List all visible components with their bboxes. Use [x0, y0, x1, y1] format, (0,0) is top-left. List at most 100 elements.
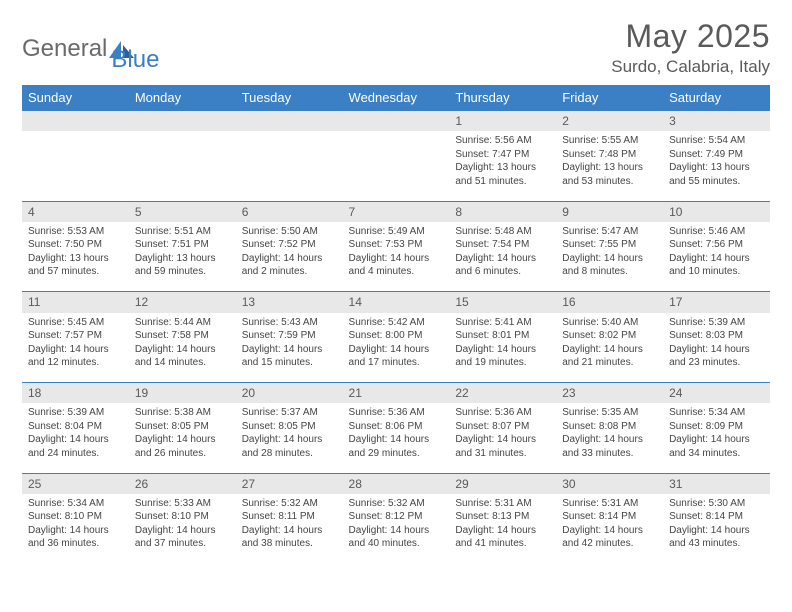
day-cell: Sunrise: 5:38 AMSunset: 8:05 PMDaylight:…	[129, 403, 236, 473]
sunrise-line: Sunrise: 5:32 AM	[242, 497, 337, 511]
sunrise-line: Sunrise: 5:32 AM	[349, 497, 444, 511]
day-cell	[343, 131, 450, 201]
sunset-line: Sunset: 8:00 PM	[349, 329, 444, 343]
sunrise-line: Sunrise: 5:39 AM	[669, 316, 764, 330]
brand-logo: General Blue	[22, 18, 159, 74]
day-number-cell: 17	[663, 292, 770, 313]
day-cell: Sunrise: 5:40 AMSunset: 8:02 PMDaylight:…	[556, 313, 663, 383]
sunrise-line: Sunrise: 5:36 AM	[349, 406, 444, 420]
sunrise-line: Sunrise: 5:42 AM	[349, 316, 444, 330]
day-number-cell: 31	[663, 473, 770, 494]
sunset-line: Sunset: 7:58 PM	[135, 329, 230, 343]
day-cell: Sunrise: 5:44 AMSunset: 7:58 PMDaylight:…	[129, 313, 236, 383]
day-content-row: Sunrise: 5:45 AMSunset: 7:57 PMDaylight:…	[22, 313, 770, 383]
day-number-cell: 19	[129, 383, 236, 404]
daylight-line: Daylight: 14 hours and 10 minutes.	[669, 252, 764, 279]
daylight-line: Daylight: 14 hours and 28 minutes.	[242, 433, 337, 460]
sunrise-line: Sunrise: 5:46 AM	[669, 225, 764, 239]
day-number-cell: 14	[343, 292, 450, 313]
day-cell	[22, 131, 129, 201]
day-number-cell: 11	[22, 292, 129, 313]
day-number-cell: 5	[129, 201, 236, 222]
sunset-line: Sunset: 7:53 PM	[349, 238, 444, 252]
day-cell: Sunrise: 5:30 AMSunset: 8:14 PMDaylight:…	[663, 494, 770, 564]
day-cell: Sunrise: 5:43 AMSunset: 7:59 PMDaylight:…	[236, 313, 343, 383]
sunset-line: Sunset: 8:14 PM	[562, 510, 657, 524]
daylight-line: Daylight: 14 hours and 2 minutes.	[242, 252, 337, 279]
sunrise-line: Sunrise: 5:45 AM	[28, 316, 123, 330]
sunset-line: Sunset: 8:14 PM	[669, 510, 764, 524]
daynum-row: 25262728293031	[22, 473, 770, 494]
sunset-line: Sunset: 8:05 PM	[135, 420, 230, 434]
day-number-cell: 3	[663, 111, 770, 132]
brand-part1: General	[22, 35, 107, 63]
day-number-cell: 29	[449, 473, 556, 494]
calendar-table: Sunday Monday Tuesday Wednesday Thursday…	[22, 85, 770, 564]
day-cell: Sunrise: 5:55 AMSunset: 7:48 PMDaylight:…	[556, 131, 663, 201]
daylight-line: Daylight: 13 hours and 55 minutes.	[669, 161, 764, 188]
day-cell: Sunrise: 5:48 AMSunset: 7:54 PMDaylight:…	[449, 222, 556, 292]
day-number-cell: 12	[129, 292, 236, 313]
day-cell: Sunrise: 5:36 AMSunset: 8:06 PMDaylight:…	[343, 403, 450, 473]
daylight-line: Daylight: 14 hours and 4 minutes.	[349, 252, 444, 279]
day-number-cell: 2	[556, 111, 663, 132]
location-label: Surdo, Calabria, Italy	[611, 57, 770, 77]
day-number-cell: 1	[449, 111, 556, 132]
title-block: May 2025 Surdo, Calabria, Italy	[611, 18, 770, 77]
day-number-cell: 9	[556, 201, 663, 222]
sunrise-line: Sunrise: 5:43 AM	[242, 316, 337, 330]
daylight-line: Daylight: 14 hours and 15 minutes.	[242, 343, 337, 370]
daylight-line: Daylight: 14 hours and 19 minutes.	[455, 343, 550, 370]
day-content-row: Sunrise: 5:39 AMSunset: 8:04 PMDaylight:…	[22, 403, 770, 473]
sunrise-line: Sunrise: 5:51 AM	[135, 225, 230, 239]
day-number-cell: 22	[449, 383, 556, 404]
sunset-line: Sunset: 8:13 PM	[455, 510, 550, 524]
day-number-cell: 16	[556, 292, 663, 313]
daylight-line: Daylight: 14 hours and 14 minutes.	[135, 343, 230, 370]
sunset-line: Sunset: 7:55 PM	[562, 238, 657, 252]
daynum-row: 45678910	[22, 201, 770, 222]
daylight-line: Daylight: 13 hours and 57 minutes.	[28, 252, 123, 279]
day-cell: Sunrise: 5:50 AMSunset: 7:52 PMDaylight:…	[236, 222, 343, 292]
day-number-cell: 7	[343, 201, 450, 222]
sunset-line: Sunset: 7:59 PM	[242, 329, 337, 343]
day-number-cell: 27	[236, 473, 343, 494]
daylight-line: Daylight: 14 hours and 31 minutes.	[455, 433, 550, 460]
sunrise-line: Sunrise: 5:47 AM	[562, 225, 657, 239]
day-number-cell: 4	[22, 201, 129, 222]
sunrise-line: Sunrise: 5:30 AM	[669, 497, 764, 511]
sunrise-line: Sunrise: 5:44 AM	[135, 316, 230, 330]
weekday-header: Wednesday	[343, 85, 450, 111]
day-cell: Sunrise: 5:31 AMSunset: 8:14 PMDaylight:…	[556, 494, 663, 564]
day-cell: Sunrise: 5:39 AMSunset: 8:04 PMDaylight:…	[22, 403, 129, 473]
daynum-row: 11121314151617	[22, 292, 770, 313]
day-cell: Sunrise: 5:37 AMSunset: 8:05 PMDaylight:…	[236, 403, 343, 473]
daylight-line: Daylight: 14 hours and 12 minutes.	[28, 343, 123, 370]
daynum-row: 123	[22, 111, 770, 132]
day-content-row: Sunrise: 5:56 AMSunset: 7:47 PMDaylight:…	[22, 131, 770, 201]
day-cell: Sunrise: 5:36 AMSunset: 8:07 PMDaylight:…	[449, 403, 556, 473]
daylight-line: Daylight: 14 hours and 24 minutes.	[28, 433, 123, 460]
day-number-cell: 28	[343, 473, 450, 494]
daylight-line: Daylight: 14 hours and 6 minutes.	[455, 252, 550, 279]
day-number-cell: 26	[129, 473, 236, 494]
sunset-line: Sunset: 8:01 PM	[455, 329, 550, 343]
sunrise-line: Sunrise: 5:56 AM	[455, 134, 550, 148]
sunrise-line: Sunrise: 5:50 AM	[242, 225, 337, 239]
day-number-cell: 18	[22, 383, 129, 404]
day-cell: Sunrise: 5:53 AMSunset: 7:50 PMDaylight:…	[22, 222, 129, 292]
sunrise-line: Sunrise: 5:38 AM	[135, 406, 230, 420]
sunset-line: Sunset: 7:52 PM	[242, 238, 337, 252]
weekday-header: Friday	[556, 85, 663, 111]
sunrise-line: Sunrise: 5:33 AM	[135, 497, 230, 511]
daylight-line: Daylight: 14 hours and 29 minutes.	[349, 433, 444, 460]
sunrise-line: Sunrise: 5:54 AM	[669, 134, 764, 148]
day-number-cell: 13	[236, 292, 343, 313]
sunset-line: Sunset: 7:56 PM	[669, 238, 764, 252]
daylight-line: Daylight: 14 hours and 37 minutes.	[135, 524, 230, 551]
day-cell: Sunrise: 5:42 AMSunset: 8:00 PMDaylight:…	[343, 313, 450, 383]
daylight-line: Daylight: 14 hours and 41 minutes.	[455, 524, 550, 551]
day-number-cell: 21	[343, 383, 450, 404]
day-number-cell	[129, 111, 236, 132]
day-number-cell: 25	[22, 473, 129, 494]
